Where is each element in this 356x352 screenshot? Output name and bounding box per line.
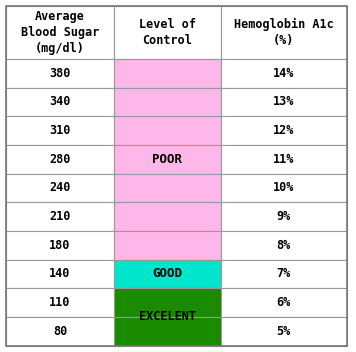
Bar: [6, 317, 114, 346]
Text: 6%: 6%: [277, 296, 291, 309]
Bar: [6, 88, 114, 116]
Bar: [114, 116, 221, 145]
Bar: [114, 317, 221, 346]
Text: 80: 80: [53, 325, 67, 338]
Text: Level of
Control: Level of Control: [139, 18, 196, 47]
Bar: [114, 145, 221, 174]
Text: POOR: POOR: [152, 153, 182, 166]
Text: 12%: 12%: [273, 124, 294, 137]
Text: EXCELENT: EXCELENT: [139, 310, 196, 323]
Text: 280: 280: [49, 153, 71, 166]
Text: 180: 180: [49, 239, 71, 252]
Bar: [6, 231, 114, 260]
Bar: [114, 6, 221, 59]
Bar: [6, 59, 114, 88]
Text: 240: 240: [49, 182, 71, 194]
Text: 310: 310: [49, 124, 71, 137]
Text: 13%: 13%: [273, 95, 294, 108]
Bar: [221, 231, 347, 260]
Bar: [221, 88, 347, 116]
Text: 7%: 7%: [277, 268, 291, 281]
Text: 340: 340: [49, 95, 71, 108]
Text: 9%: 9%: [277, 210, 291, 223]
Text: 110: 110: [49, 296, 71, 309]
Text: 210: 210: [49, 210, 71, 223]
Bar: [221, 317, 347, 346]
Text: 5%: 5%: [277, 325, 291, 338]
Bar: [221, 6, 347, 59]
Bar: [221, 145, 347, 174]
Bar: [114, 174, 221, 202]
Text: Hemoglobin A1c
(%): Hemoglobin A1c (%): [234, 18, 334, 47]
Bar: [114, 59, 221, 88]
Bar: [6, 202, 114, 231]
Text: Average
Blood Sugar
(mg/dl): Average Blood Sugar (mg/dl): [21, 10, 99, 55]
Bar: [6, 260, 114, 288]
Text: 10%: 10%: [273, 182, 294, 194]
Bar: [114, 288, 221, 317]
Bar: [114, 231, 221, 260]
Bar: [221, 288, 347, 317]
Text: 8%: 8%: [277, 239, 291, 252]
Bar: [6, 116, 114, 145]
Bar: [114, 88, 221, 116]
Bar: [6, 145, 114, 174]
Bar: [6, 174, 114, 202]
Bar: [221, 202, 347, 231]
Bar: [6, 288, 114, 317]
Bar: [114, 260, 221, 288]
Bar: [221, 59, 347, 88]
Bar: [221, 116, 347, 145]
Text: 140: 140: [49, 268, 71, 281]
Text: 11%: 11%: [273, 153, 294, 166]
Bar: [114, 202, 221, 231]
Text: 380: 380: [49, 67, 71, 80]
Text: 14%: 14%: [273, 67, 294, 80]
Bar: [6, 6, 114, 59]
Bar: [221, 260, 347, 288]
Bar: [221, 174, 347, 202]
Text: GOOD: GOOD: [152, 268, 182, 281]
